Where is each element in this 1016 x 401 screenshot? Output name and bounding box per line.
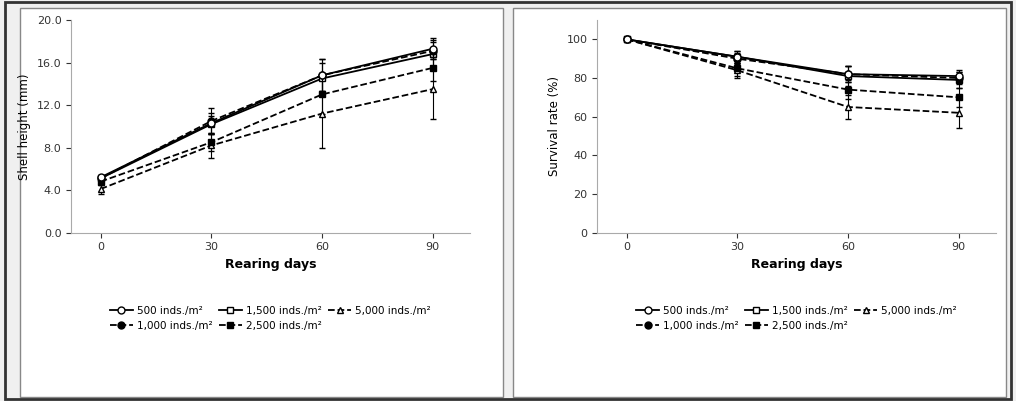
X-axis label: Rearing days: Rearing days	[751, 258, 842, 271]
Legend: 500 inds./m², 1,000 inds./m², 1,500 inds./m², 2,500 inds./m², 5,000 inds./m²: 500 inds./m², 1,000 inds./m², 1,500 inds…	[110, 306, 431, 331]
Y-axis label: Shell height (mm): Shell height (mm)	[18, 73, 31, 180]
X-axis label: Rearing days: Rearing days	[225, 258, 316, 271]
Y-axis label: Survival rate (%): Survival rate (%)	[548, 76, 561, 176]
Legend: 500 inds./m², 1,000 inds./m², 1,500 inds./m², 2,500 inds./m², 5,000 inds./m²: 500 inds./m², 1,000 inds./m², 1,500 inds…	[636, 306, 957, 331]
